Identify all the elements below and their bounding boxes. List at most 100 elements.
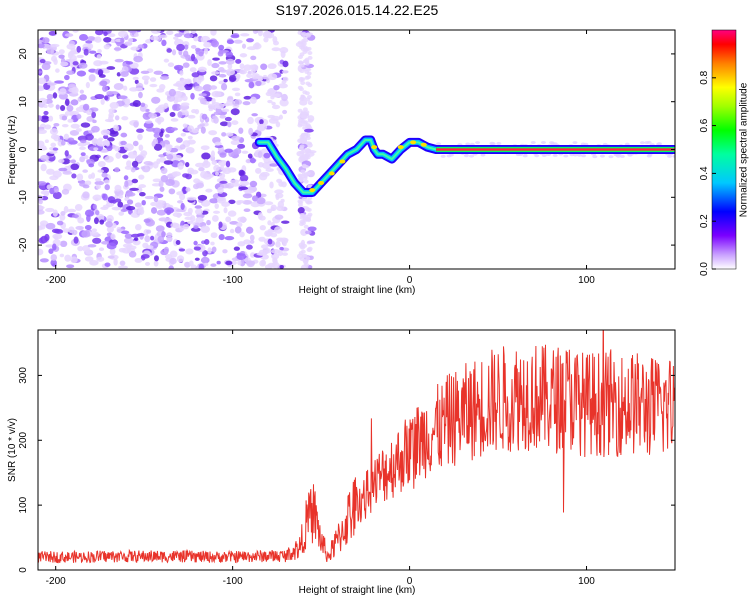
noise-point <box>231 87 241 92</box>
noise-point <box>120 230 130 235</box>
noise-point <box>249 234 255 241</box>
noise-point <box>231 120 239 125</box>
noise-point <box>38 70 43 74</box>
noise-point <box>219 180 228 185</box>
noise-point <box>66 43 76 50</box>
noise-point <box>241 150 249 154</box>
noise-point <box>66 70 75 75</box>
noise-point <box>182 62 190 68</box>
noise-point <box>125 192 136 197</box>
noise-point <box>463 154 469 158</box>
noise-point <box>307 240 316 244</box>
noise-point <box>271 101 276 106</box>
noise-point <box>163 246 170 254</box>
noise-point <box>200 170 208 179</box>
noise-point <box>81 230 91 238</box>
noise-point <box>225 132 234 137</box>
noise-point <box>173 103 182 111</box>
noise-point <box>619 154 625 158</box>
noise-point <box>99 219 105 225</box>
noise-point <box>171 49 177 56</box>
noise-point <box>281 70 289 74</box>
noise-point <box>222 249 228 254</box>
noise-point <box>180 102 190 107</box>
noise-point <box>179 225 185 232</box>
noise-point <box>225 160 231 168</box>
noise-point <box>108 108 115 114</box>
noise-point <box>218 172 226 179</box>
noise-point <box>210 232 218 239</box>
noise-point <box>153 196 159 203</box>
noise-point <box>166 235 173 243</box>
noise-point <box>91 125 100 133</box>
noise-point <box>140 70 150 75</box>
noise-point <box>304 124 310 129</box>
noise-point <box>182 50 189 58</box>
noise-point <box>303 46 309 51</box>
noise-point <box>209 198 219 204</box>
noise-point <box>276 178 283 183</box>
noise-point <box>187 220 194 225</box>
noise-point <box>187 207 193 215</box>
noise-point <box>182 186 187 195</box>
noise-point <box>307 118 313 123</box>
noise-point <box>164 207 175 214</box>
noise-point <box>305 97 311 102</box>
noise-point <box>50 254 58 261</box>
noise-point <box>243 208 251 212</box>
noise-point <box>257 161 264 168</box>
noise-point <box>271 47 281 52</box>
noise-point <box>100 206 109 210</box>
noise-point <box>580 142 586 146</box>
noise-point <box>240 33 250 37</box>
noise-point <box>41 62 51 71</box>
snr-xtick-label: -200 <box>46 576 66 587</box>
noise-point <box>103 44 111 50</box>
noise-point <box>149 35 159 41</box>
noise-point <box>203 262 209 267</box>
noise-point <box>66 104 74 112</box>
noise-point <box>133 121 139 128</box>
noise-point <box>189 67 197 73</box>
noise-point <box>150 207 158 214</box>
noise-point <box>469 154 475 158</box>
noise-point <box>301 114 307 119</box>
noise-point <box>169 112 176 117</box>
snr-series-line <box>38 330 675 564</box>
noise-point <box>305 153 311 158</box>
noise-point <box>159 34 168 39</box>
noise-point <box>71 86 79 95</box>
noise-point <box>113 258 118 266</box>
noise-point <box>134 79 139 85</box>
noise-point <box>127 37 134 43</box>
noise-point <box>163 58 170 63</box>
noise-point <box>190 30 197 35</box>
noise-point <box>153 132 160 138</box>
noise-point <box>176 255 185 263</box>
noise-point <box>97 69 104 76</box>
noise-point <box>624 142 630 146</box>
noise-point <box>60 140 66 146</box>
noise-point <box>59 214 66 221</box>
noise-point <box>193 246 202 251</box>
noise-point <box>200 126 206 134</box>
noise-point <box>219 121 229 127</box>
noise-point <box>59 88 67 95</box>
noise-point <box>262 74 268 80</box>
noise-point <box>279 47 289 54</box>
noise-point <box>153 143 163 151</box>
noise-point <box>177 162 184 170</box>
noise-point <box>70 123 80 129</box>
spectrogram-ytick-label: 20 <box>18 48 29 60</box>
noise-point <box>256 197 266 205</box>
noise-point <box>38 85 44 89</box>
noise-point <box>141 199 146 206</box>
noise-point <box>221 201 230 207</box>
noise-point <box>156 203 165 208</box>
noise-point <box>225 216 232 223</box>
noise-point <box>38 205 45 210</box>
noise-point <box>38 97 47 105</box>
noise-point <box>137 133 143 141</box>
noise-point <box>80 139 87 144</box>
noise-point <box>233 246 240 251</box>
